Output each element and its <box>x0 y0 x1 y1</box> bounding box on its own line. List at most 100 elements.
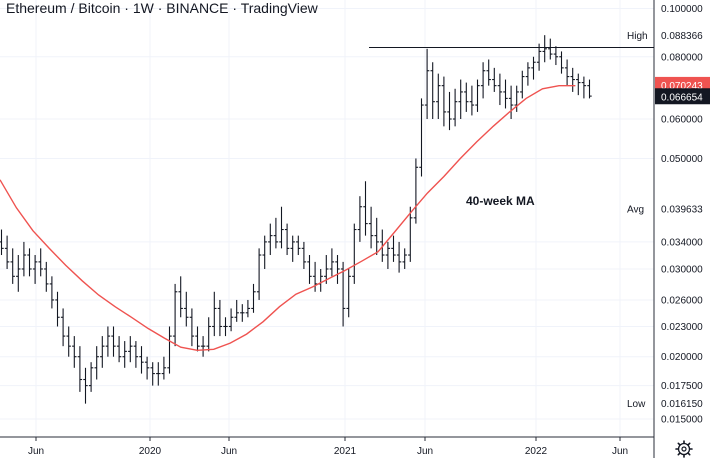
ohlc-bar <box>374 217 379 256</box>
ohlc-bar <box>520 70 525 99</box>
y-tick-label: 0.026000 <box>661 295 703 306</box>
ohlc-bar <box>72 336 77 368</box>
ohlc-bar <box>150 362 155 386</box>
y-tick-label: 0.050000 <box>661 154 703 165</box>
marker-value: 0.039633 <box>661 205 703 216</box>
ohlc-bar <box>408 206 413 262</box>
ohlc-bar <box>536 43 542 71</box>
y-tick-label: 0.020000 <box>661 352 703 363</box>
ohlc-bar <box>83 367 88 404</box>
ohlc-bar <box>167 326 172 374</box>
ohlc-bar <box>279 206 284 249</box>
ohlc-bar <box>508 85 514 120</box>
x-tick-label: Jun <box>28 446 44 457</box>
ohlc-bar <box>469 85 475 116</box>
ma-annotation: 40-week MA <box>466 194 535 208</box>
ohlc-bar <box>206 317 211 352</box>
ohlc-bar <box>576 73 581 96</box>
ohlc-bar <box>447 91 452 131</box>
settings-gear-icon[interactable] <box>675 440 693 458</box>
ohlc-bar <box>424 48 430 120</box>
ohlc-bar <box>32 255 38 284</box>
ma-line <box>0 84 576 352</box>
ohlc-bar <box>363 181 368 236</box>
ohlc-bar <box>27 248 32 277</box>
ohlc-bar <box>94 346 99 380</box>
ohlc-bar <box>553 46 559 66</box>
ohlc-bar <box>228 308 234 332</box>
ohlc-bar <box>16 255 21 292</box>
ohlc-bar <box>200 336 206 357</box>
ohlc-bar <box>335 255 340 284</box>
ohlc-bar <box>116 336 122 363</box>
ohlc-bar <box>172 283 178 347</box>
y-tick-label: 0.060000 <box>661 115 703 126</box>
ohlc-bar <box>161 356 167 380</box>
ohlc-bar <box>559 51 564 74</box>
ohlc-bar <box>60 308 66 347</box>
marker-label: Avg <box>627 205 644 216</box>
x-tick-label: Jun <box>417 446 433 457</box>
ohlc-bar <box>464 82 469 112</box>
ohlc-bar <box>525 62 531 86</box>
y-tick-label: 0.080000 <box>661 52 703 63</box>
ohlc-bar <box>217 299 223 337</box>
ohlc-bar <box>564 59 570 86</box>
ohlc-bar <box>245 299 251 318</box>
marker-value-box <box>655 27 710 44</box>
ohlc-bar <box>240 304 245 322</box>
ohlc-bar <box>133 341 139 368</box>
ohlc-bar <box>268 223 273 256</box>
x-tick-label: Jun <box>221 446 237 457</box>
ohlc-bar <box>307 255 312 284</box>
ohlc-bar <box>402 248 407 269</box>
ohlc-bar <box>144 356 150 380</box>
y-tick-label: 0.023000 <box>661 322 703 333</box>
y-tick-label: 0.015000 <box>661 414 703 425</box>
ohlc-bar <box>368 206 374 249</box>
marker-label-bg <box>621 200 653 217</box>
price-markers: High 0.088366 Avg 0.039633 Low 0.016150 0.0702… <box>621 27 710 411</box>
ohlc-bar <box>296 235 301 256</box>
chart-title: Ethereum / Bitcoin · 1W · BINANCE · Trad… <box>6 0 319 16</box>
ohlc-bar <box>122 341 127 368</box>
ohlc-bar <box>587 79 592 99</box>
ohlc-bar <box>340 261 346 327</box>
y-tick-label: 0.017500 <box>661 381 703 392</box>
ohlc-bar <box>284 223 290 256</box>
y-tick-label: 0.100000 <box>661 4 703 15</box>
ohlc-bar <box>38 248 43 277</box>
marker-value: 0.070243 <box>661 81 703 92</box>
ohlc-bar <box>531 56 536 80</box>
y-tick-label: 0.030000 <box>661 264 703 275</box>
ohlc-bar <box>223 317 228 337</box>
ohlc-bar <box>301 241 307 269</box>
ohlc-bar <box>139 346 144 374</box>
ohlc-bar <box>88 362 94 392</box>
ohlc-bar <box>100 336 105 368</box>
y-axis: 0.100000 0.080000 0.060000 0.050000 0.034000… <box>661 4 703 425</box>
marker-value: 0.066654 <box>661 92 703 103</box>
x-tick-label: 2020 <box>139 446 162 457</box>
marker-value-box <box>655 88 710 105</box>
ohlc-bar <box>256 248 262 300</box>
grid <box>0 0 654 437</box>
marker-label-bg <box>621 27 653 44</box>
ohlc-bars <box>0 35 592 404</box>
marker-value-box <box>655 394 710 411</box>
ohlc-bar <box>458 79 463 120</box>
ohlc-bar <box>128 336 133 363</box>
marker-label-bg <box>621 394 653 411</box>
ohlc-bar <box>441 76 447 127</box>
marker-value-box <box>655 200 710 217</box>
ohlc-bar <box>391 235 396 262</box>
ohlc-bar <box>475 79 480 112</box>
x-axis: Jun 2020 Jun 2021 Jun 2022 Jun <box>28 437 628 457</box>
ohlc-bar <box>581 76 587 99</box>
marker-value: 0.016150 <box>661 399 703 410</box>
ohlc-bar <box>486 59 491 86</box>
ohlc-bar <box>10 248 15 284</box>
ohlc-bar <box>452 88 458 127</box>
ohlc-bar <box>4 235 10 269</box>
